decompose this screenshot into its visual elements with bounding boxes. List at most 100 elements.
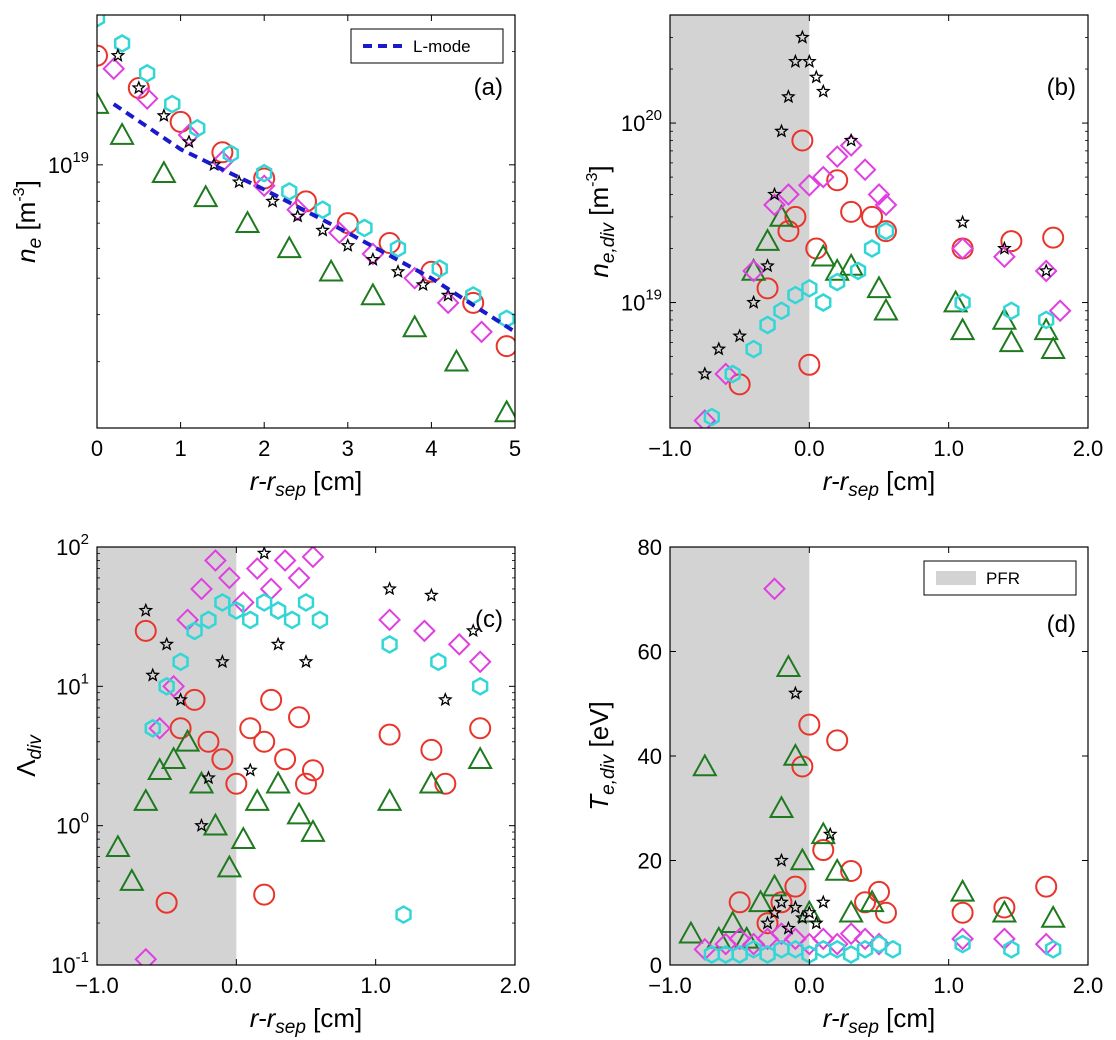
diamond-marker [811,165,835,189]
y-axis-label-text: Te,div [eV] [584,701,619,811]
diamond-marker [853,927,877,951]
panel-label: (b) [1047,74,1076,101]
x-tick-label: 0.0 [794,436,825,461]
diamond-marker [867,183,891,206]
triangle-marker [789,847,816,871]
hexagon-marker [281,181,298,201]
triangle-marker [866,275,892,299]
star-marker [997,240,1012,255]
star-marker [415,277,431,292]
hexagon-marker [1038,310,1055,330]
x-tick-label: 4 [425,436,437,461]
x-tick-label: 1.0 [360,973,391,998]
circle-marker [951,237,974,260]
x-tick-label: −1.0 [75,973,118,998]
diamond-marker [825,932,849,956]
triangle-marker [1040,336,1066,359]
diamond-marker [286,198,310,222]
triangle-marker [174,728,201,752]
y-axis-label-text: ne,div [m-3] [584,165,619,277]
diamond-marker [797,173,821,197]
star-marker [215,653,230,669]
diamond-marker [328,221,351,245]
star-marker [697,366,713,381]
hexagon-marker [724,364,741,384]
hexagon-marker [189,118,206,138]
hexagon-marker [256,592,273,612]
hexagon-marker [430,652,447,672]
hexagon-marker [269,601,287,620]
star-marker [760,258,775,273]
hexagon-marker [314,200,331,220]
diamond-marker [287,566,311,590]
triangle-marker [810,243,836,267]
triangle-marker [1033,317,1059,341]
hexagon-marker [954,934,971,954]
x-tick-label: 2.0 [1073,973,1104,998]
circle-marker [812,839,835,862]
triangle-marker [998,329,1025,353]
hexagon-marker [283,610,301,630]
circle-marker [97,44,108,67]
diamond-marker [763,577,786,601]
star-marker [746,294,761,309]
star-marker [390,264,406,279]
hexagon-marker [389,238,407,258]
hexagon-marker [222,144,239,164]
panel-b: −1.0 0.0 1.0 2.0 1019 1020 r-rsep [cm] ne,div [… [584,14,1103,501]
diamond-marker [853,158,877,182]
hexagon-marker [395,905,412,925]
circle-marker [420,738,443,761]
circle-marker [756,277,779,300]
star-marker [365,251,381,266]
circle-marker [854,891,877,914]
panel-label: (a) [474,74,503,101]
triangle-marker [265,770,291,794]
star-marker [131,80,147,95]
hexagon-marker [745,339,762,359]
circle-marker [169,110,192,133]
star-marker [159,636,175,651]
hexagon-marker [431,259,448,279]
plot-area [105,547,493,965]
triangle-marker [991,899,1018,923]
hexagon-marker [815,293,832,312]
hexagon-marker [172,652,189,672]
diamond-marker [728,927,752,951]
panel-c: −1.0 0.0 1.0 2.0 10-1 100 101 102 r-rsep [cm] Λdi… [11,531,530,1038]
star-marker [788,685,803,700]
hexagon-marker [877,221,895,241]
diamond-marker [378,608,402,632]
series-triangle [105,728,493,891]
triangle-marker [720,910,746,933]
triangle-marker [859,889,885,913]
series-circle [728,713,1058,935]
diamond-marker [825,145,849,169]
diamond-marker [245,557,269,580]
y-axis-label: Λdiv [11,734,46,777]
hexagon-marker [954,293,971,312]
y-tick-label: 102 [56,531,89,560]
diamond-marker [217,566,241,590]
circle-marker [288,706,311,729]
star-marker [815,894,831,909]
series-hexagon [144,592,489,925]
diamond-marker [693,409,717,428]
diamond-marker [252,174,276,198]
x-tick-label: 2 [258,436,270,461]
circle-marker [469,717,492,740]
diamond-marker [190,577,213,601]
star-marker [780,920,796,935]
circle-marker [874,220,897,243]
hexagon-marker [242,610,259,630]
hexagon-marker [1003,301,1020,321]
star-marker [808,915,824,930]
triangle-marker [418,770,445,794]
circle-marker [301,759,324,782]
hexagon-marker [801,278,818,298]
star-marker [1038,263,1054,278]
diamond-marker [413,619,436,643]
star-marker [801,53,817,68]
triangle-marker [1040,904,1066,928]
triangle-marker [109,121,135,145]
